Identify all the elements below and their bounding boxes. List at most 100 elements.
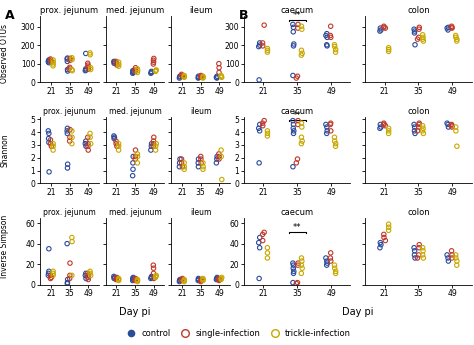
Point — [327, 255, 334, 261]
Point — [115, 276, 122, 281]
Point — [84, 275, 92, 280]
Point — [415, 34, 422, 40]
Point — [213, 75, 220, 80]
Point — [323, 42, 330, 48]
Point — [323, 43, 331, 49]
Point — [215, 156, 223, 162]
Point — [45, 58, 52, 63]
Title: caecum: caecum — [281, 208, 314, 217]
Point — [452, 252, 459, 258]
Point — [415, 122, 423, 127]
Point — [178, 160, 185, 166]
Point — [45, 59, 52, 65]
Point — [148, 274, 155, 279]
Point — [290, 24, 297, 30]
Point — [255, 126, 263, 131]
Point — [82, 141, 89, 146]
Point — [256, 245, 264, 250]
Point — [49, 63, 57, 69]
Title: med. jejunum: med. jejunum — [106, 6, 164, 15]
Point — [131, 278, 139, 283]
Point — [419, 34, 427, 40]
Point — [453, 38, 461, 44]
Point — [411, 131, 419, 136]
Point — [385, 128, 392, 134]
Point — [380, 120, 388, 126]
Point — [298, 135, 305, 140]
Point — [68, 68, 76, 73]
Point — [290, 126, 297, 131]
Point — [294, 25, 301, 31]
Title: prox. jejunum: prox. jejunum — [43, 107, 96, 116]
Point — [376, 28, 384, 34]
Point — [195, 276, 202, 281]
Point — [327, 128, 335, 134]
Point — [129, 278, 137, 283]
Point — [290, 41, 298, 47]
Point — [289, 164, 297, 169]
Point — [299, 50, 306, 56]
Point — [47, 144, 55, 149]
Point — [110, 59, 118, 64]
Point — [299, 138, 306, 144]
Point — [416, 24, 423, 30]
Point — [382, 123, 389, 128]
Point — [153, 141, 160, 146]
Point — [256, 235, 264, 240]
Point — [150, 138, 157, 144]
Point — [444, 27, 452, 33]
Point — [195, 75, 202, 80]
Point — [332, 268, 339, 274]
Point — [152, 147, 159, 153]
Point — [129, 68, 137, 73]
Point — [129, 275, 137, 280]
Point — [215, 70, 223, 75]
Point — [218, 177, 226, 182]
Point — [259, 40, 266, 46]
Point — [294, 260, 302, 266]
Point — [448, 25, 456, 31]
Point — [419, 252, 427, 258]
Point — [84, 135, 91, 140]
Point — [290, 265, 297, 271]
Point — [64, 55, 71, 61]
Point — [176, 277, 184, 282]
Point — [448, 122, 456, 127]
Point — [199, 75, 207, 81]
Point — [64, 277, 72, 282]
Title: ileum: ileum — [190, 107, 211, 116]
Point — [134, 151, 141, 157]
Point — [453, 144, 461, 149]
Point — [149, 61, 157, 67]
Point — [129, 154, 137, 159]
Point — [264, 131, 271, 136]
Point — [213, 73, 221, 79]
Point — [66, 276, 73, 281]
Point — [445, 258, 452, 264]
Legend: control, single-infection, trickle-infection: control, single-infection, trickle-infec… — [119, 325, 355, 341]
Point — [323, 124, 330, 130]
Point — [215, 61, 223, 66]
Point — [331, 42, 338, 48]
Point — [452, 128, 460, 134]
Point — [197, 278, 205, 283]
Point — [147, 147, 155, 153]
Point — [147, 69, 155, 74]
Point — [200, 277, 207, 282]
Point — [290, 270, 297, 276]
Point — [176, 73, 184, 79]
Point — [45, 131, 53, 136]
Point — [197, 74, 205, 80]
Point — [45, 268, 53, 274]
Point — [115, 147, 122, 153]
Point — [110, 136, 118, 141]
Point — [129, 277, 137, 282]
Point — [110, 60, 118, 66]
Point — [68, 273, 76, 278]
Point — [134, 160, 141, 166]
Point — [45, 270, 52, 276]
Point — [419, 123, 427, 128]
Point — [292, 75, 300, 81]
Point — [445, 124, 452, 130]
Point — [197, 160, 205, 166]
